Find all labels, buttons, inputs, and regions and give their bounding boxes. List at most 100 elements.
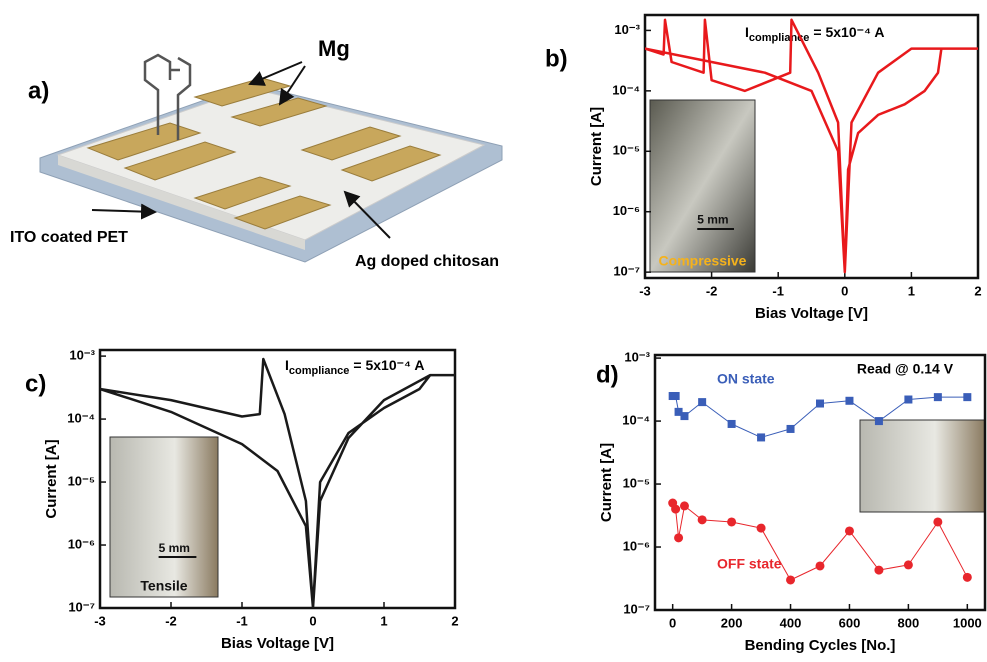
inset-scale: 5 mm <box>159 541 190 555</box>
marker <box>757 433 766 442</box>
panel-label: c) <box>25 370 46 397</box>
marker <box>727 517 737 527</box>
plot-area <box>668 392 972 585</box>
data-line <box>100 357 455 608</box>
x-tick-label: -3 <box>639 283 651 298</box>
y-tick-label: 10⁻⁵ <box>613 143 640 158</box>
y-tick-label: 10⁻⁴ <box>612 82 640 97</box>
y-tick-label: 10⁻³ <box>69 348 95 363</box>
data-line <box>645 18 978 274</box>
annotation: Read @ 0.14 V <box>857 361 954 377</box>
marker <box>933 393 942 402</box>
inset-photo <box>109 436 219 598</box>
x-tick-label: -1 <box>236 613 248 628</box>
marker <box>674 407 683 416</box>
x-tick-label: -2 <box>706 283 718 298</box>
marker <box>815 561 825 571</box>
annotation-sub: compliance <box>749 32 810 44</box>
marker <box>816 399 824 408</box>
arrow <box>278 65 306 106</box>
electrode-label: Mg <box>318 36 350 61</box>
mg-pads <box>86 77 442 230</box>
marker <box>671 392 680 401</box>
marker <box>874 565 884 575</box>
x-tick-label: 1 <box>380 613 387 628</box>
arrow <box>343 190 391 239</box>
x-tick-label: 1 <box>908 283 915 298</box>
inset-photo <box>649 99 756 273</box>
marker <box>756 523 766 533</box>
marker <box>679 501 689 511</box>
arrow <box>248 61 303 86</box>
marker <box>933 517 943 527</box>
annotation-sub: compliance <box>289 365 350 377</box>
y-tick-label: 10⁻⁵ <box>623 475 650 490</box>
layer-label: Ag doped chitosan <box>355 253 499 270</box>
x-tick-label: 800 <box>898 615 920 630</box>
marker <box>674 533 684 543</box>
y-tick-label: 10⁻⁶ <box>613 203 640 218</box>
marker <box>874 417 883 426</box>
marker <box>844 526 854 536</box>
y-tick-label: 10⁻³ <box>614 22 640 37</box>
y-tick-label: 10⁻⁵ <box>68 473 95 488</box>
annotation-rest: = 5x10⁻⁴ A <box>353 357 424 373</box>
inset-scale: 5 mm <box>697 213 728 227</box>
x-tick-label: 1000 <box>953 615 982 630</box>
probe <box>143 53 192 140</box>
marker <box>904 395 913 404</box>
substrate-label: ITO coated PET <box>10 229 128 246</box>
marker <box>697 515 707 525</box>
panel-label: a) <box>28 77 49 104</box>
inset-caption: Tensile <box>140 578 187 594</box>
x-tick-label: -3 <box>94 613 106 628</box>
marker <box>963 393 972 402</box>
marker <box>903 560 913 570</box>
y-tick-label: 10⁻⁷ <box>613 264 640 279</box>
y-tick-label: 10⁻⁷ <box>623 601 650 616</box>
y-tick-label: 10⁻⁶ <box>623 538 650 553</box>
compliance-annotation: Icompliance = 5x10⁻⁴ A <box>745 24 884 44</box>
plot-frame <box>653 353 987 612</box>
inset-caption: Compressive <box>659 253 747 269</box>
plot-area <box>645 18 978 274</box>
schematic: a) Mg ITO coated PET Ag doped chitosan <box>10 36 503 270</box>
x-tick-label: 0 <box>841 283 848 298</box>
annotation-rest: = 5x10⁻⁴ A <box>813 24 884 40</box>
x-tick-label: 0 <box>309 613 316 628</box>
legend-label: OFF state <box>717 556 782 572</box>
y-tick-label: 10⁻⁶ <box>68 536 95 551</box>
marker <box>671 504 681 514</box>
plot-frame <box>643 13 980 280</box>
y-axis-label: Current [A] <box>598 443 615 522</box>
x-axis-label: Bending Cycles [No.] <box>745 637 896 654</box>
marker <box>845 396 854 405</box>
marker <box>786 424 795 433</box>
marker <box>786 575 796 585</box>
marker <box>727 419 736 428</box>
x-tick-label: 0 <box>669 615 676 630</box>
x-tick-label: 600 <box>839 615 861 630</box>
x-tick-label: 200 <box>721 615 743 630</box>
annotation-main: I <box>745 24 749 40</box>
chitosan-edge <box>58 155 305 250</box>
compliance-annotation: Icompliance = 5x10⁻⁴ A <box>285 357 424 377</box>
y-axis-label: Current [A] <box>43 439 60 518</box>
y-tick-label: 10⁻⁴ <box>622 413 650 428</box>
x-tick-label: 2 <box>974 283 981 298</box>
marker <box>698 398 707 407</box>
y-axis-label: Current [A] <box>588 107 605 186</box>
data-line <box>672 502 968 581</box>
y-tick-label: 10⁻³ <box>624 350 650 365</box>
marker <box>962 572 972 582</box>
inset-photo <box>859 419 986 513</box>
x-tick-label: 400 <box>780 615 802 630</box>
y-tick-label: 10⁻⁷ <box>68 599 95 614</box>
arrow <box>91 203 157 220</box>
annotation-main: I <box>285 357 289 373</box>
marker <box>680 412 689 421</box>
x-axis-label: Bias Voltage [V] <box>221 635 334 652</box>
x-tick-label: 2 <box>451 613 458 628</box>
legend-label: ON state <box>717 371 775 387</box>
